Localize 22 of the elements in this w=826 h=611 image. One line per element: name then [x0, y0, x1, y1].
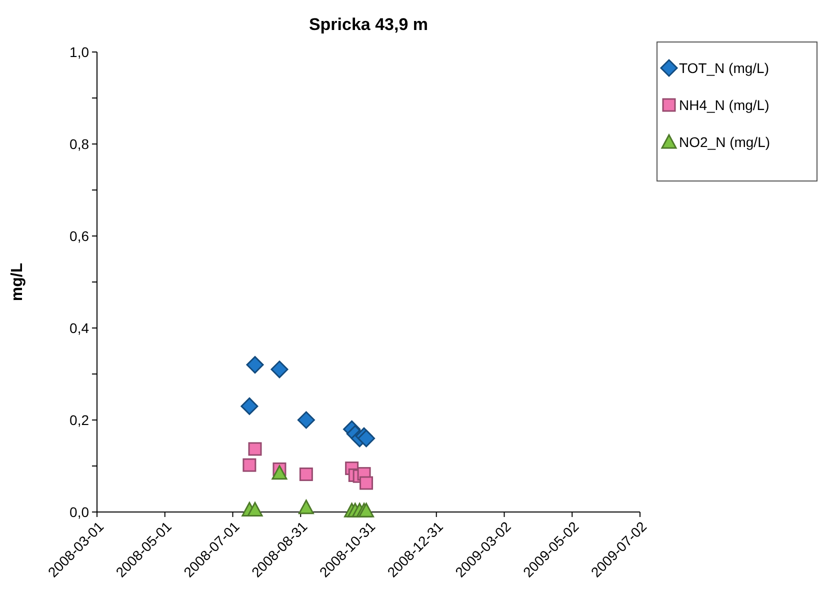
point — [272, 465, 288, 480]
point — [246, 356, 264, 374]
y-tick-label: 0,6 — [70, 228, 90, 244]
y-tick-label: 1,0 — [70, 44, 90, 60]
point — [299, 468, 313, 482]
y-tick-label: 0,8 — [70, 136, 90, 152]
point — [360, 476, 374, 490]
chart-title: Spricka 43,9 m — [308, 15, 428, 34]
point — [242, 458, 256, 472]
legend-label: NO2_N (mg/L) — [679, 134, 770, 150]
point — [240, 397, 258, 415]
point — [248, 442, 262, 456]
point — [298, 500, 314, 514]
point — [270, 360, 288, 378]
legend-label: NH4_N (mg/L) — [679, 96, 770, 113]
legend-label: TOT_N (mg/L) — [679, 60, 769, 76]
y-tick-label: 0,0 — [70, 504, 90, 520]
y-tick-label: 0,4 — [70, 320, 90, 336]
y-axis-title: mg/L — [9, 262, 26, 302]
point — [247, 502, 263, 516]
point — [297, 411, 315, 429]
y-tick-label: 0,2 — [70, 412, 90, 428]
